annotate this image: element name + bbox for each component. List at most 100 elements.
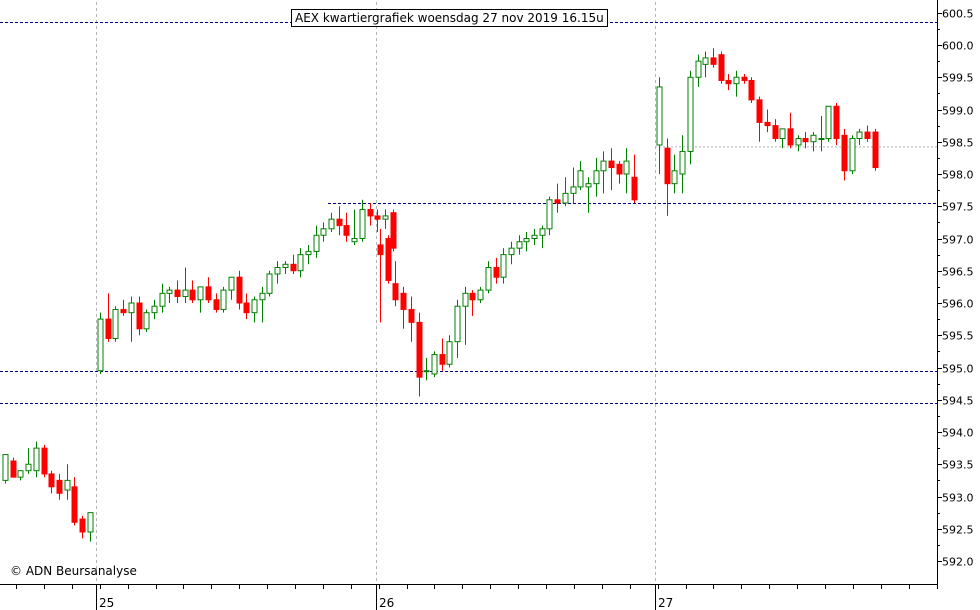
candle-body [787, 128, 794, 146]
candle-body [616, 163, 623, 175]
candle-body [197, 286, 204, 301]
copyright-label: © ADN Beursanalyse [10, 564, 137, 578]
candle-body [228, 276, 235, 291]
y-tick-label: 596.5 [942, 266, 974, 279]
candle-body [469, 292, 476, 301]
x-tick-label: 27 [658, 596, 673, 610]
candle-body [220, 289, 227, 310]
candle-body [810, 134, 817, 143]
candle-body [539, 228, 546, 236]
y-tick-label: 597.5 [942, 201, 974, 214]
candle-body [351, 238, 358, 243]
candle-body [105, 318, 112, 339]
candle-body [593, 170, 600, 185]
x-tick-label: 26 [379, 596, 394, 610]
candle-body [282, 263, 289, 269]
candle-body [516, 241, 523, 249]
candle-body [259, 292, 266, 301]
x-tick-label: 25 [99, 596, 114, 610]
candle-body [416, 321, 423, 378]
candle-body [454, 305, 461, 343]
candle-body [71, 486, 78, 523]
candle-body [446, 341, 453, 365]
candle-body [733, 76, 740, 85]
candle-body [290, 263, 297, 272]
y-tick-label: 598.0 [942, 169, 974, 182]
candle-body [79, 518, 86, 533]
candle-body [772, 125, 779, 140]
candle-body [143, 312, 150, 330]
y-tick-label: 592.0 [942, 556, 974, 569]
candle-body [554, 199, 561, 204]
y-tick-label: 594.5 [942, 395, 974, 408]
candle-body [656, 86, 663, 146]
candle-body [818, 138, 825, 141]
candle-body [343, 225, 350, 236]
candle-body [508, 247, 515, 256]
candle-body [374, 215, 381, 220]
candle-body [687, 76, 694, 152]
date-axis: 25 26 27 [16, 584, 938, 610]
candle-body [562, 192, 569, 204]
y-tick-label: 595.5 [942, 330, 974, 343]
candle-body [359, 208, 366, 240]
y-tick-label: 594.0 [942, 427, 974, 440]
candle-body [849, 138, 856, 172]
candle-body [182, 289, 189, 298]
candle-body [623, 160, 630, 175]
candle-body [367, 208, 374, 217]
candle-body [718, 54, 725, 81]
y-tick-label: 599.0 [942, 105, 974, 118]
candle-body [10, 460, 17, 478]
candle-body [236, 276, 243, 304]
candle-body [159, 292, 166, 307]
y-tick-label: 600.5 [942, 8, 974, 21]
candle-body [585, 183, 592, 188]
candle-body [546, 199, 553, 230]
candle-body [274, 267, 281, 275]
candle-body [531, 234, 538, 239]
candle-body [120, 308, 127, 314]
candle-body [500, 254, 507, 278]
candle-body [33, 447, 40, 472]
candle-body [112, 308, 119, 339]
y-tick-label: 596.0 [942, 298, 974, 311]
candle-body [305, 250, 312, 256]
candle-body [313, 234, 320, 252]
y-tick-label: 595.0 [942, 363, 974, 376]
candle-body [856, 131, 863, 140]
candle-body [462, 292, 469, 307]
candle-body [523, 238, 530, 243]
candle-body [97, 318, 104, 372]
candle-body [600, 160, 607, 172]
candle-body [382, 215, 389, 220]
candle-body [431, 354, 438, 375]
candle-body [151, 305, 158, 314]
reference-lines [0, 22, 937, 404]
candle-body [56, 479, 63, 494]
candle-body [336, 218, 343, 227]
grid-lines [96, 2, 937, 584]
candle-body [779, 128, 786, 140]
y-tick-label: 598.5 [942, 137, 974, 150]
candle-body [48, 473, 55, 488]
candle-body [385, 238, 392, 281]
y-tick-label: 593.0 [942, 492, 974, 505]
candle-body [695, 60, 702, 78]
candle-body [25, 463, 32, 472]
candle-body [756, 99, 763, 123]
candle-body [795, 138, 802, 146]
candlesticks [2, 48, 879, 542]
candle-body [710, 57, 717, 65]
candle-body [493, 267, 500, 278]
y-tick-label: 599.5 [942, 72, 974, 85]
y-tick-label: 597.0 [942, 234, 974, 247]
candle-body [570, 186, 577, 194]
candle-body [390, 212, 397, 249]
y-tick-label: 593.5 [942, 459, 974, 472]
candle-body [243, 302, 250, 314]
candle-body [189, 289, 196, 301]
candle-body [825, 105, 832, 140]
candle-body [266, 273, 273, 294]
